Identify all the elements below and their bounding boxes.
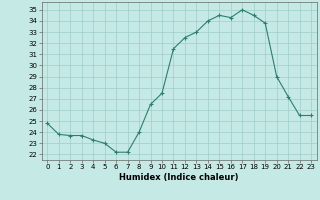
X-axis label: Humidex (Indice chaleur): Humidex (Indice chaleur) [119, 173, 239, 182]
